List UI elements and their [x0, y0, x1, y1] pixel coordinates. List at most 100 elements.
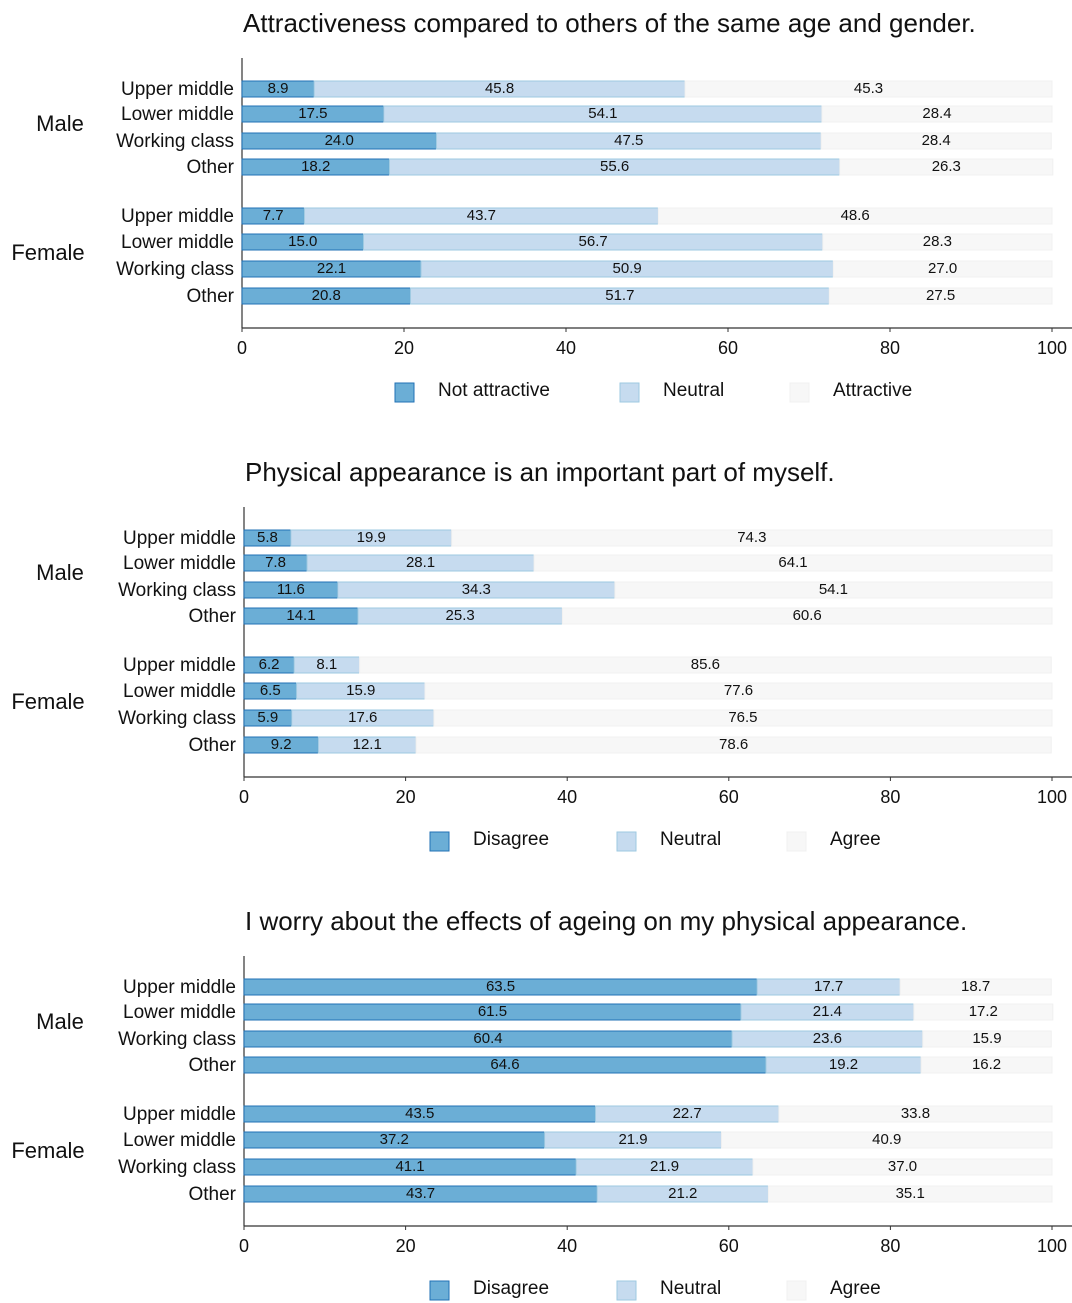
value-label: 76.5 — [728, 709, 757, 726]
x-tick-label: 20 — [396, 1236, 416, 1256]
category-label: Lower middle — [121, 232, 234, 253]
x-tick-label: 20 — [396, 787, 416, 807]
value-label: 43.7 — [467, 207, 496, 224]
x-tick-label: 0 — [239, 787, 249, 807]
value-label: 23.6 — [813, 1030, 842, 1047]
value-label: 21.4 — [813, 1003, 842, 1020]
category-label: Other — [188, 735, 236, 756]
value-label: 22.7 — [673, 1105, 702, 1122]
value-label: 21.9 — [618, 1131, 647, 1148]
value-label: 51.7 — [605, 287, 634, 304]
bar-segment — [533, 554, 1053, 572]
legend-swatch — [786, 1280, 807, 1301]
legend-swatch — [616, 831, 637, 852]
category-label: Upper middle — [123, 1104, 236, 1125]
x-tick-label: 100 — [1037, 787, 1067, 807]
value-label: 7.7 — [263, 207, 284, 224]
value-label: 56.7 — [579, 233, 608, 250]
x-tick-label: 40 — [556, 338, 576, 358]
value-label: 28.4 — [922, 132, 951, 149]
category-label: Other — [188, 1055, 236, 1076]
value-label: 12.1 — [353, 736, 382, 753]
value-label: 15.9 — [346, 682, 375, 699]
bar-segment — [721, 1131, 1053, 1149]
value-label: 28.3 — [923, 233, 952, 250]
value-label: 21.2 — [668, 1185, 697, 1202]
legend-swatch — [786, 831, 807, 852]
group-label: Male — [36, 1009, 84, 1034]
bar-segment — [822, 233, 1053, 251]
bar-segment — [752, 1158, 1053, 1176]
x-tick-label: 40 — [557, 1236, 577, 1256]
category-label: Working class — [118, 1029, 236, 1050]
x-tick-label: 0 — [239, 1236, 249, 1256]
bar-segment — [451, 529, 1053, 547]
value-label: 60.6 — [793, 607, 822, 624]
bar-segment — [359, 656, 1052, 674]
value-label: 41.1 — [395, 1158, 424, 1175]
x-tick-label: 60 — [718, 338, 738, 358]
value-label: 21.9 — [650, 1158, 679, 1175]
group-label: Male — [36, 111, 84, 136]
value-label: 19.2 — [829, 1056, 858, 1073]
x-tick-label: 80 — [880, 787, 900, 807]
value-label: 15.0 — [288, 233, 317, 250]
value-label: 47.5 — [614, 132, 643, 149]
x-tick-label: 60 — [719, 1236, 739, 1256]
x-tick-label: 80 — [880, 1236, 900, 1256]
value-label: 18.7 — [961, 978, 990, 995]
legend-swatch — [619, 382, 640, 403]
value-label: 64.1 — [778, 554, 807, 571]
bar-segment — [828, 287, 1053, 305]
value-label: 55.6 — [600, 158, 629, 175]
value-label: 8.9 — [268, 80, 289, 97]
bar-segment — [657, 207, 1053, 225]
category-label: Upper middle — [121, 79, 234, 100]
value-label: 48.6 — [841, 207, 870, 224]
value-label: 50.9 — [613, 260, 642, 277]
category-label: Lower middle — [123, 681, 236, 702]
category-label: Other — [186, 286, 234, 307]
category-label: Upper middle — [121, 206, 234, 227]
category-label: Upper middle — [123, 655, 236, 676]
legend-swatch — [394, 382, 415, 403]
bar-segment — [913, 1003, 1054, 1021]
value-label: 43.7 — [406, 1185, 435, 1202]
bar-segment — [778, 1105, 1053, 1123]
value-label: 17.6 — [348, 709, 377, 726]
bar-segment — [820, 132, 1052, 150]
bar-segment — [767, 1185, 1053, 1203]
value-label: 45.3 — [854, 80, 883, 97]
value-label: 16.2 — [972, 1056, 1001, 1073]
value-label: 6.5 — [260, 682, 281, 699]
bar-segment — [821, 105, 1053, 123]
category-label: Lower middle — [123, 1002, 236, 1023]
value-label: 40.9 — [872, 1131, 901, 1148]
chart-title: Attractiveness compared to others of the… — [243, 8, 976, 38]
group-label: Female — [11, 689, 84, 714]
value-label: 9.2 — [271, 736, 292, 753]
legend-label: Neutral — [663, 380, 724, 401]
category-label: Upper middle — [123, 528, 236, 549]
value-label: 27.0 — [928, 260, 957, 277]
category-label: Lower middle — [123, 1130, 236, 1151]
bar-segment — [684, 80, 1053, 98]
x-tick-label: 60 — [719, 787, 739, 807]
category-label: Working class — [116, 131, 234, 152]
value-label: 60.4 — [473, 1030, 502, 1047]
value-label: 5.9 — [257, 709, 278, 726]
value-label: 54.1 — [588, 105, 617, 122]
legend-label: Not attractive — [438, 380, 550, 401]
value-label: 19.9 — [357, 529, 386, 546]
legend-label: Disagree — [473, 1278, 549, 1299]
value-label: 37.2 — [380, 1131, 409, 1148]
category-label: Working class — [116, 259, 234, 280]
x-tick-label: 100 — [1037, 1236, 1067, 1256]
bar-segment — [899, 978, 1052, 996]
legend-label: Agree — [830, 829, 881, 850]
value-label: 37.0 — [888, 1158, 917, 1175]
legend-swatch — [429, 1280, 450, 1301]
category-label: Other — [188, 1184, 236, 1205]
value-label: 20.8 — [312, 287, 341, 304]
value-label: 61.5 — [478, 1003, 507, 1020]
